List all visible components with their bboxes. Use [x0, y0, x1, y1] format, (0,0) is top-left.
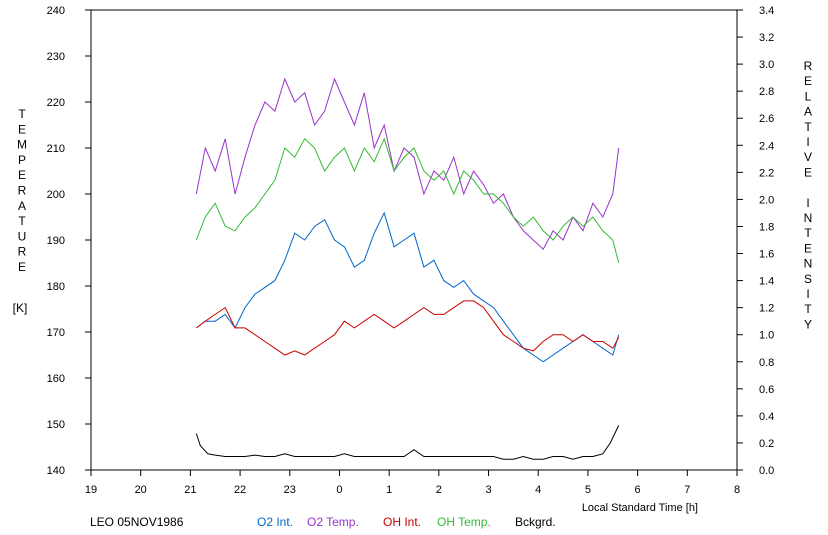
station-label: LEO 05NOV1986 [90, 515, 184, 529]
legend-entry: OH Temp. [437, 515, 491, 529]
y-right-label-letter: I [806, 196, 809, 210]
x-tick-label: 3 [485, 484, 491, 496]
y-right-label-letter: N [804, 211, 813, 225]
x-tick-label: 0 [336, 484, 342, 496]
y-left-label-letter: P [18, 153, 26, 167]
series-line-bckgrd [195, 425, 620, 460]
x-tick-label: 4 [535, 484, 541, 496]
x-tick-label: 19 [85, 484, 97, 496]
x-tick-label: 8 [734, 484, 740, 496]
y-right-tick-label: 0.2 [759, 438, 774, 450]
legend-entry: Bckgrd. [515, 515, 556, 529]
series-line-o2-temp [195, 77, 620, 251]
y-left-label-letter: E [18, 260, 26, 274]
legend-entry: O2 Int. [257, 515, 293, 529]
y-right-label-letter: V [804, 150, 812, 164]
y-right-label-letter: I [806, 287, 809, 301]
y-right-label-letter: A [804, 105, 812, 119]
legend: LEO 05NOV1986 O2 Int. O2 Temp. OH Int. OH Te… [90, 515, 556, 529]
y-left-label-unit: [K] [13, 301, 28, 315]
y-right-tick-label: 0.6 [759, 384, 774, 396]
y-left-tick-label: 190 [47, 235, 65, 247]
y-left-tick-label: 210 [47, 143, 65, 155]
x-tick-label: 2 [436, 484, 442, 496]
y-right-label-letter: T [804, 120, 812, 134]
series-line-oh-temp [195, 137, 620, 264]
y-left-tick-label: 230 [47, 51, 65, 63]
y-left-tick-label: 170 [47, 327, 65, 339]
y-right-tick-label: 3.2 [759, 32, 774, 44]
y-right-tick-label: 2.4 [759, 140, 774, 152]
series-line-oh-int [196, 300, 620, 356]
series-layer [195, 77, 620, 460]
x-tick-label: 23 [284, 484, 296, 496]
y-right-label-letter: T [804, 302, 812, 316]
x-tick-label: 1 [386, 484, 392, 496]
y-right-tick-label: 2.0 [759, 194, 774, 206]
y-left-label-letter: R [18, 184, 27, 198]
y-left-tick-label: 150 [47, 419, 65, 431]
y-right-label-letter: I [806, 135, 809, 149]
y-left-label-letter: E [18, 122, 26, 136]
y-left-tick-label: 200 [47, 189, 65, 201]
y-right-label-letter: L [805, 89, 812, 103]
x-tick-label: 22 [234, 484, 246, 496]
y-left-label-letter: M [17, 138, 27, 152]
y-right-tick-label: 3.4 [759, 5, 774, 17]
y-right-label-letter: R [804, 59, 813, 73]
y-right-tick-label: 2.6 [759, 113, 774, 125]
legend-entry: O2 Temp. [307, 515, 359, 529]
y-left-tick-label: 180 [47, 281, 65, 293]
x-tick-label: 7 [684, 484, 690, 496]
x-tick-label: 21 [184, 484, 196, 496]
y-right-tick-label: 0.8 [759, 357, 774, 369]
y-right-tick-label: 1.4 [759, 276, 774, 288]
y-left-label-letter: R [18, 245, 27, 259]
y-right-tick-label: 1.0 [759, 330, 774, 342]
x-tick-label: 6 [635, 484, 641, 496]
y-right-tick-label: 0.0 [759, 465, 774, 477]
series-line-o2-int [196, 211, 620, 363]
y-right-tick-label: 3.0 [759, 59, 774, 71]
y-right-tick-label: 1.8 [759, 221, 774, 233]
y-left-label-letter: A [18, 199, 26, 213]
y-right-tick-label: 1.2 [759, 303, 774, 315]
y-left-tick-label: 160 [47, 373, 65, 385]
y-right-tick-label: 0.4 [759, 411, 774, 423]
x-axis-label: Local Standard Time [h] [582, 502, 698, 514]
y-right-label-letter: T [804, 226, 812, 240]
y-left-tick-label: 240 [47, 5, 65, 17]
plot-axes: 19 20 21 22 23 0 1 2 3 4 5 6 7 8140150160170180190200… [47, 5, 775, 496]
y-right-label-letter: E [804, 241, 812, 255]
y-left-label-letter: U [18, 229, 27, 243]
y-left-tick-label: 140 [47, 465, 65, 477]
y-right-label-letter: Y [804, 317, 812, 331]
y-left-label-letter: T [18, 214, 26, 228]
legend-entry: OH Int. [383, 515, 421, 529]
y-left-label-letter: T [18, 107, 26, 121]
y-right-label-letter: S [804, 272, 812, 286]
plot-frame [90, 9, 738, 471]
y-right-tick-label: 2.2 [759, 167, 774, 179]
y-left-tick-label: 220 [47, 97, 65, 109]
y-right-tick-label: 1.6 [759, 249, 774, 261]
y-left-label-letter: E [18, 168, 26, 182]
y-right-label-letter: E [804, 165, 812, 179]
y-right-label-letter: N [804, 257, 813, 271]
y-right-tick-label: 2.8 [759, 86, 774, 98]
x-tick-label: 20 [135, 484, 147, 496]
x-tick-label: 5 [585, 484, 591, 496]
y-right-label-letter: E [804, 74, 812, 88]
